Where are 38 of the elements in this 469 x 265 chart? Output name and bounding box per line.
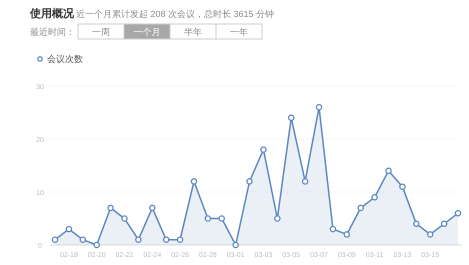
point <box>80 236 86 243</box>
point <box>190 178 198 185</box>
text: 最近时间： <box>30 27 75 37</box>
point <box>344 231 350 238</box>
point <box>274 215 281 222</box>
point <box>413 220 420 228</box>
point <box>316 104 322 110</box>
chart-subtitle: 近一个月累计发起 208 次会议，总时长 3615 分钟 <box>76 9 274 19</box>
point <box>371 194 378 201</box>
point <box>135 236 142 243</box>
point <box>93 242 100 248</box>
point <box>149 204 156 212</box>
point <box>52 236 58 243</box>
period-button: 一年 <box>216 24 262 40</box>
point <box>162 236 170 243</box>
point <box>232 242 239 248</box>
point <box>330 226 336 232</box>
point <box>260 146 267 153</box>
period-button: 一周 <box>78 24 124 40</box>
point <box>288 114 294 122</box>
point <box>218 215 226 222</box>
point <box>176 236 184 243</box>
point <box>246 178 253 185</box>
point <box>385 168 392 174</box>
point <box>204 215 212 222</box>
point <box>440 220 448 228</box>
point <box>454 210 462 216</box>
legend-label: 会议次数 <box>47 54 83 64</box>
point <box>399 183 406 190</box>
point <box>107 204 114 212</box>
chart-title: 使用概况 <box>29 7 75 20</box>
point <box>121 215 128 222</box>
period-button: 一个月 <box>124 24 170 40</box>
point <box>302 178 308 185</box>
period-button: 半年 <box>170 24 216 40</box>
point <box>357 204 364 212</box>
point <box>426 231 434 238</box>
point <box>66 226 72 232</box>
